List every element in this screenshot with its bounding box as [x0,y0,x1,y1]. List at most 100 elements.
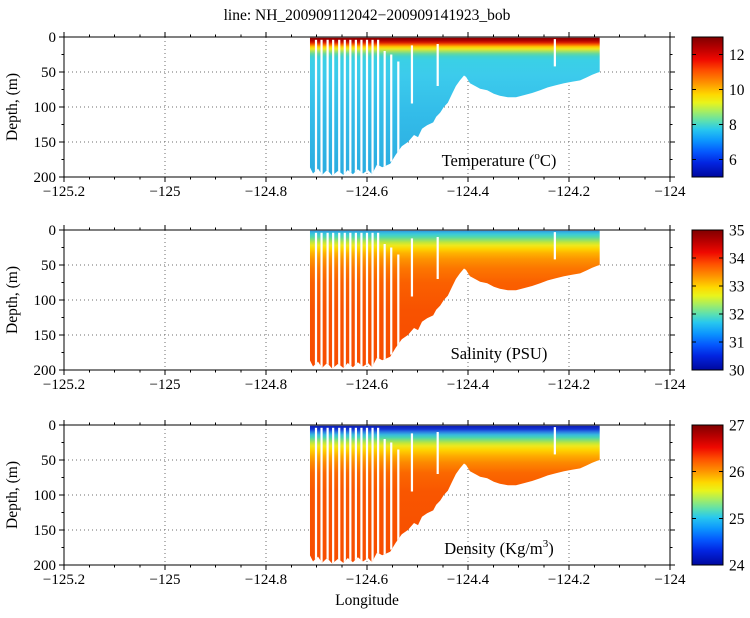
colorbar-tick-label: 8 [729,117,737,134]
y-tick-label: 0 [49,418,57,434]
profile-gap-stripe [338,39,341,176]
y-tick-label: 100 [34,293,57,309]
profile-gap-stripe [332,232,335,369]
panel-density: −125.2 −125 −124.8 −124.6 −124.4 −124.2 −124 0 5… [4,418,745,589]
panel-label-part: ) [548,539,554,558]
profile-gap-stripe [410,45,414,104]
x-tick-label: −124 [655,184,686,200]
profile-gap-stripe [338,232,341,369]
y-axis-label: Depth, (m) [4,461,21,529]
panel-variable-label: Salinity (PSU) [451,344,548,363]
y-tick-label: 200 [34,558,57,574]
colorbar-tick-label: 12 [729,47,745,64]
x-tick-label: −125.2 [43,572,85,588]
colorbar-tick-label: 34 [729,251,745,268]
profile-gap-stripe [349,232,352,369]
y-tick-label: 50 [41,65,56,81]
profile-gap-stripe [436,44,439,86]
profile-gap-stripe [338,427,341,564]
profile-gap-stripe [553,39,556,67]
profile-gap-stripe [360,232,363,369]
colorbar-frame [691,424,724,566]
panel-label-part: 3 [543,538,549,550]
y-tick-label: 50 [41,453,56,469]
colorbar-tick-label: 24 [729,558,745,575]
x-tick-label: −124.8 [245,572,287,588]
profile-gap-stripe [377,232,380,369]
y-tick-label: 200 [34,170,57,186]
x-tick-label: −124.4 [447,572,490,588]
panel-label-part: C) [540,151,557,170]
y-tick-label: 100 [34,100,57,116]
colorbar-frame [691,36,724,178]
panel-temperature: −125.2 −125 −124.8 −124.6 −124.4 −124.2 −124 0 5… [4,30,745,200]
profile-gap-stripe [553,232,556,260]
profile-gap-stripe [377,39,380,176]
colorbar-tick-label: 25 [729,511,745,528]
profile-gap-stripe [320,427,323,564]
profile-gap-stripe [365,39,369,176]
profile-gap-stripe [436,237,439,279]
colorbar-frame [691,229,724,371]
profile-gap-stripe [332,427,335,564]
x-tick-label: −124.2 [548,184,590,200]
x-tick-label: −124.6 [346,572,389,588]
colorbar-tick-label: 26 [729,464,745,481]
colorbar-tick-label: 31 [729,335,745,352]
profile-gap-stripe [365,232,369,369]
x-tick-label: −125.2 [43,377,85,393]
panel-variable-label: Density (Kg/m3) [444,538,554,558]
colorbar-tick-label: 30 [729,363,745,380]
panel-label-part: Salinity (PSU) [451,344,548,363]
profile-gap-stripe [360,39,363,176]
profile-gap-stripe [314,232,318,369]
y-tick-label: 200 [34,363,57,379]
y-tick-label: 0 [49,223,57,239]
profile-gap-stripe [349,39,352,176]
x-tick-label: −124.2 [548,377,590,393]
profile-gap-stripe [326,232,329,369]
x-tick-label: −125 [150,572,181,588]
profile-gap-stripe [320,39,323,176]
profile-gap-stripe [326,427,329,564]
x-axis-label: Longitude [335,592,399,609]
profile-gap-stripe [397,449,400,543]
colorbar-tick-label: 33 [729,279,745,296]
profile-gap-stripe [314,427,318,564]
profile-gap-stripe [397,61,400,155]
panel-label-part: o [534,150,540,162]
profile-gap-stripe [314,39,318,176]
x-tick-label: −124.4 [447,184,490,200]
profile-gap-stripe [390,247,393,355]
x-tick-label: −125.2 [43,184,85,200]
x-tick-label: −124.6 [346,377,389,393]
profile-gap-stripe [354,232,357,369]
profile-gap-stripe [320,232,323,369]
y-tick-label: 50 [41,258,56,274]
y-tick-label: 100 [34,488,57,504]
x-tick-label: −124.8 [245,377,287,393]
colorbar [692,37,723,177]
profile-gap-stripe [343,427,346,564]
profile-gap-stripe [326,39,329,176]
y-tick-label: 150 [34,523,57,539]
profile-gap-stripe [383,439,386,555]
colorbar-tick-label: 27 [729,418,745,435]
x-tick-label: −125 [150,184,181,200]
profile-gap-stripe [436,432,439,474]
profile-gap-stripe [371,39,374,176]
profile-gap-stripe [354,39,357,176]
colorbar [692,425,723,565]
colorbar [692,230,723,370]
profile-gap-stripe [390,442,393,550]
profile-gap-stripe [365,427,369,564]
profile-gap-stripe [377,427,380,564]
y-axis-label: Depth, (m) [4,266,21,334]
colorbar-tick-label: 35 [729,223,745,240]
figure-title: line: NH_200909112042−200909141923_bob [224,7,511,24]
panel-label-part: Density (Kg/m [444,539,543,558]
colorbar-tick-label: 10 [729,82,745,99]
profile-gap-stripe [343,39,346,176]
profile-gap-stripe [371,427,374,564]
